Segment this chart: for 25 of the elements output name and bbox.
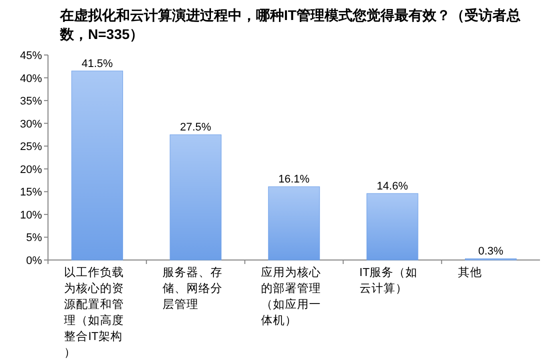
y-tick-label: 25% xyxy=(20,141,42,154)
bar xyxy=(268,186,320,260)
y-tick-label: 15% xyxy=(20,186,42,199)
y-tick-label: 45% xyxy=(20,50,42,62)
y-tick-label: 30% xyxy=(20,118,42,130)
chart-title: 在虚拟化和云计算演进过程中，哪种IT管理模式您觉得最有效？（受访者总数，N=335） xyxy=(59,7,520,42)
y-tick-label: 35% xyxy=(20,96,42,108)
bar xyxy=(71,70,124,260)
y-tick-label: 20% xyxy=(20,164,42,176)
y-tick-label: 10% xyxy=(20,209,42,222)
x-tick-label: 以工作负载为核心的资源配置和管理（如高度整合IT架构） xyxy=(64,266,124,359)
y-tick-label: 40% xyxy=(20,72,42,85)
y-tick-label: 5% xyxy=(26,232,42,244)
x-tick-label: 其他 xyxy=(458,266,482,279)
bar xyxy=(366,193,418,260)
x-tick-label: 服务器、存储、网络分层管理 xyxy=(162,266,223,311)
data-label: 14.6% xyxy=(376,180,408,192)
x-tick-label: IT服务（如云计算） xyxy=(359,266,418,295)
bar xyxy=(170,134,222,260)
data-label: 27.5% xyxy=(180,122,212,134)
data-label: 0.3% xyxy=(478,246,504,258)
y-tick-label: 0% xyxy=(26,255,42,267)
data-label: 16.1% xyxy=(278,174,310,186)
x-tick-label: 应用为核心的部署管理（如应用一体机） xyxy=(261,265,321,327)
data-label: 41.5% xyxy=(82,58,114,70)
